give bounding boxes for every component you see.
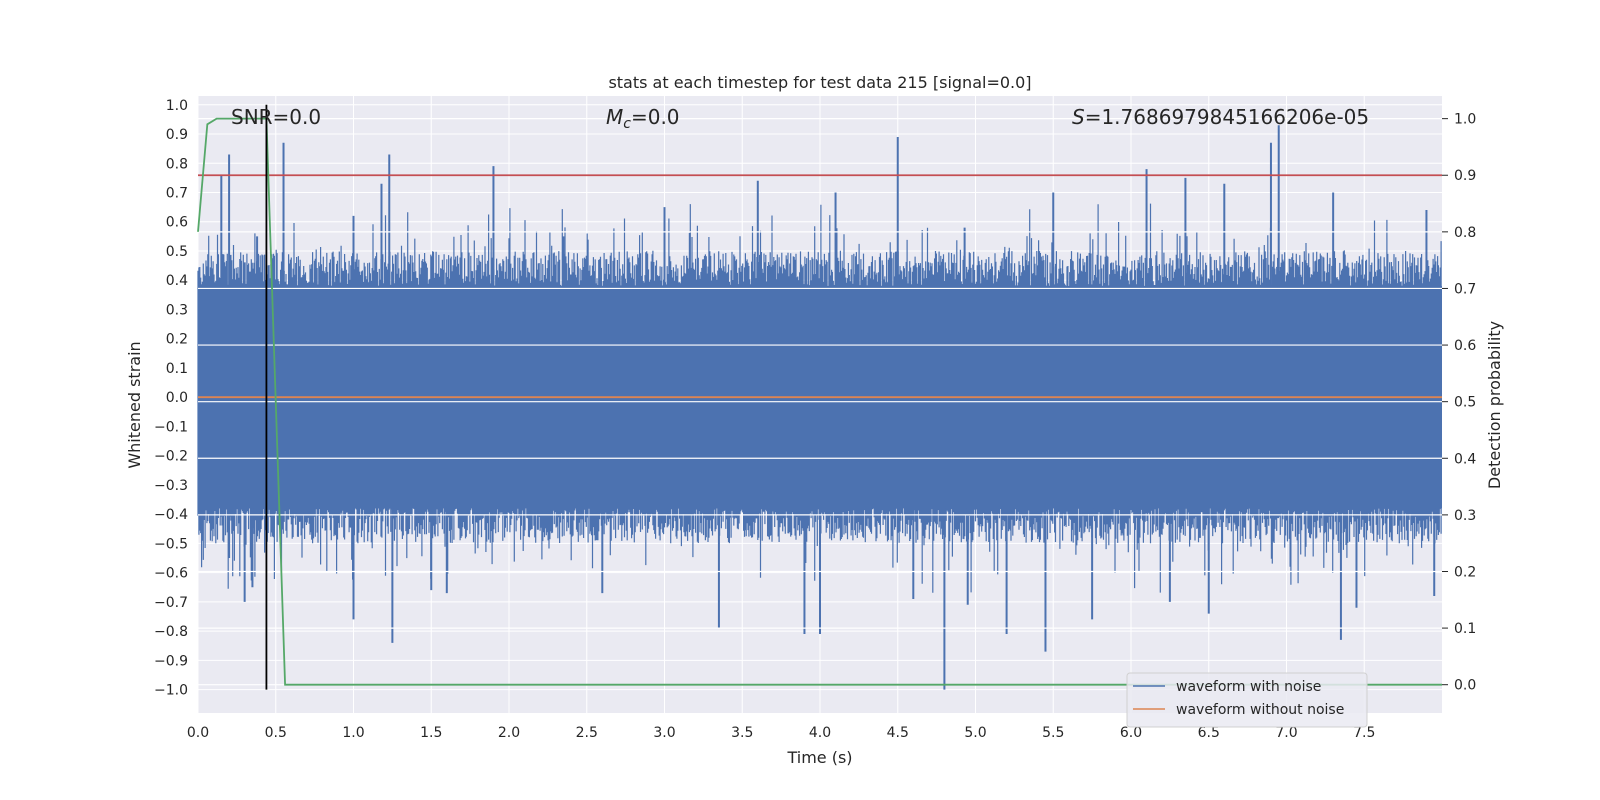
- y-left-tick-label: −0.3: [154, 478, 188, 494]
- y-right-tick-label: 0.0: [1454, 678, 1476, 694]
- x-tick-label: 6.5: [1198, 725, 1220, 741]
- y-left-tick-label: −0.8: [154, 624, 188, 640]
- x-tick-label: 7.5: [1353, 725, 1375, 741]
- y-left-tick-label: −0.7: [154, 595, 188, 611]
- y-left-tick-label: 0.0: [166, 390, 188, 406]
- y-right-tick-label: 0.9: [1454, 168, 1476, 184]
- y-right-tick-label: 0.2: [1454, 564, 1476, 580]
- x-tick-label: 2.5: [576, 725, 598, 741]
- legend-label-noise: waveform with noise: [1176, 679, 1321, 695]
- y-right-tick-label: 1.0: [1454, 112, 1476, 128]
- s-symbol: S: [1072, 105, 1085, 129]
- y-left-tick-label: 0.6: [166, 215, 188, 231]
- legend-box: [1126, 672, 1368, 728]
- legend-label-clean: waveform without noise: [1176, 702, 1344, 718]
- y-right-tick-label: 0.8: [1454, 225, 1476, 241]
- x-tick-label: 6.0: [1120, 725, 1142, 741]
- y-right-tick-label: 0.6: [1454, 338, 1476, 354]
- x-tick-label: 5.0: [964, 725, 986, 741]
- y-left-tick-label: −0.9: [154, 653, 188, 669]
- x-tick-label: 0.0: [187, 725, 209, 741]
- snr-annotation: SNR=0.0: [231, 105, 321, 129]
- y-right-tick-label: 0.3: [1454, 508, 1476, 524]
- chirp-mass-annotation: Mc=0.0: [606, 105, 680, 132]
- x-tick-label: 1.5: [420, 725, 442, 741]
- y-left-tick-label: 0.3: [166, 302, 188, 318]
- legend: waveform with noise waveform without noi…: [1126, 672, 1368, 728]
- y-left-tick-label: 0.1: [166, 361, 188, 377]
- y-right-tick-label: 0.5: [1454, 395, 1476, 411]
- line-series: [197, 104, 1442, 690]
- x-tick-label: 5.5: [1042, 725, 1064, 741]
- x-tick-label: 4.5: [887, 725, 909, 741]
- y-left-tick-label: 0.4: [166, 273, 188, 289]
- x-tick-label: 1.0: [342, 725, 364, 741]
- y-left-tick-label: −1.0: [154, 683, 188, 699]
- x-tick-label: 2.0: [498, 725, 520, 741]
- detection-probability-line: [197, 117, 1442, 686]
- y-right-tick-label: 0.7: [1454, 281, 1476, 297]
- y-axis-left-label: Whitened strain: [125, 341, 144, 468]
- chart-title: stats at each timestep for test data 215…: [608, 73, 1031, 92]
- mc-value: =0.0: [631, 105, 680, 129]
- y-left-tick-label: −0.5: [154, 536, 188, 552]
- y-left-tick-label: −0.1: [154, 419, 188, 435]
- y-left-tick-label: 0.7: [166, 185, 188, 201]
- x-tick-label: 0.5: [265, 725, 287, 741]
- mc-symbol: M: [606, 105, 623, 129]
- x-tick-label: 3.0: [653, 725, 675, 741]
- y-right-tick-label: 0.1: [1454, 621, 1476, 637]
- x-tick-label: 4.0: [809, 725, 831, 741]
- y-left-tick-label: −0.6: [154, 566, 188, 582]
- y-left-tick-label: −0.2: [154, 449, 188, 465]
- x-tick-label: 7.0: [1275, 725, 1297, 741]
- s-value: =1.7686979845166206e-05: [1085, 105, 1369, 129]
- x-tick-label: 3.5: [731, 725, 753, 741]
- y-left-tick-label: 0.2: [166, 332, 188, 348]
- y-left-tick-label: 0.5: [166, 244, 188, 260]
- y-axis-right-label: Detection probability: [1485, 321, 1504, 489]
- y-left-tick-label: −0.4: [154, 507, 188, 523]
- y-left-tick-label: 0.8: [166, 156, 188, 172]
- y-left-tick-label: 1.0: [166, 98, 188, 114]
- y-right-tick-label: 0.4: [1454, 451, 1476, 467]
- s-annotation: S=1.7686979845166206e-05: [1072, 105, 1369, 129]
- y-left-tick-label: 0.9: [166, 127, 188, 143]
- x-axis-label: Time (s): [786, 748, 852, 767]
- tick-labels: 0.0 0.5 1.0 1.5 2.0 2.5 3.0 3.5 4.0 4.5 5.0 5.5 6.0 6…: [154, 98, 1476, 741]
- mc-subscript: c: [623, 116, 631, 132]
